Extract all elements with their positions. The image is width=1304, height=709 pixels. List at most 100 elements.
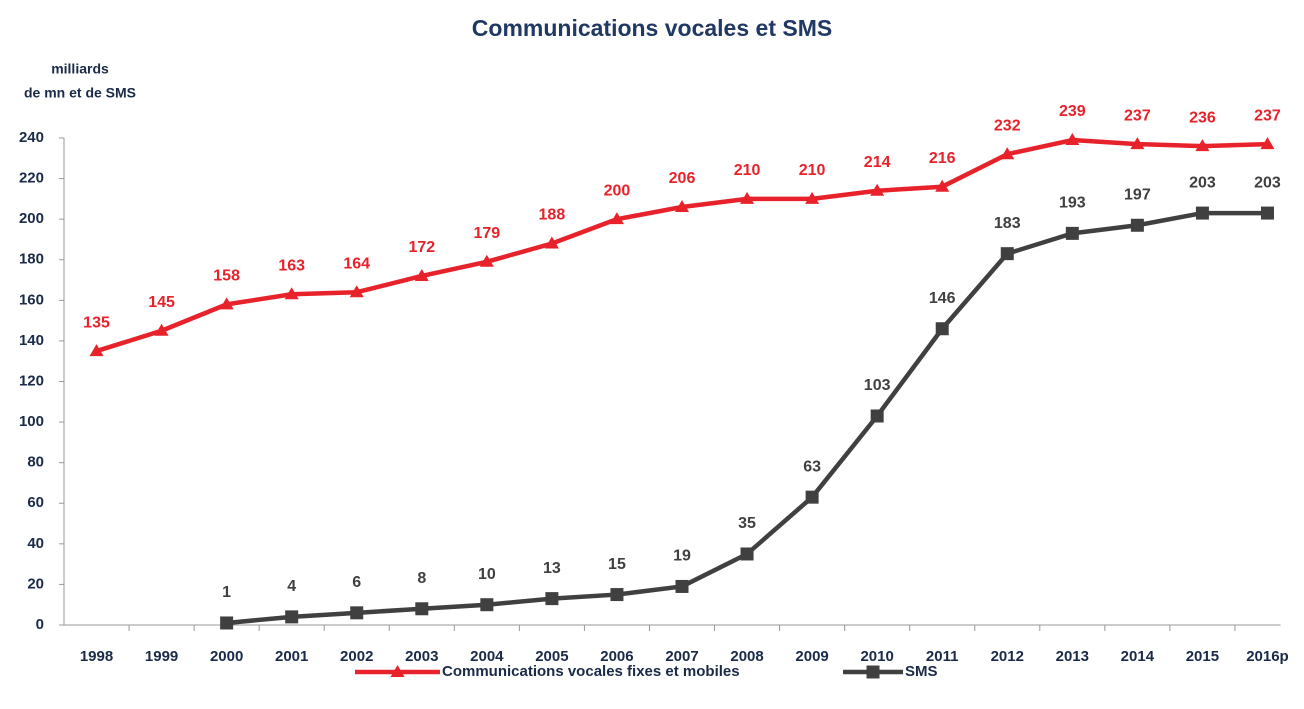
data-label: 6 xyxy=(352,574,361,591)
data-point xyxy=(675,199,689,212)
y-axis-label: de mn et de SMS xyxy=(24,85,136,101)
x-tick-label: 2014 xyxy=(1121,648,1155,665)
data-point xyxy=(284,287,299,300)
data-label: 210 xyxy=(734,162,761,179)
x-tick-label: 2000 xyxy=(210,648,243,665)
data-label: 63 xyxy=(803,458,821,475)
data-label: 210 xyxy=(799,162,826,179)
data-point xyxy=(870,409,884,423)
legend-marker xyxy=(866,665,880,679)
data-point xyxy=(1000,147,1015,160)
data-point xyxy=(870,183,885,196)
data-label: 15 xyxy=(608,556,626,573)
data-label: 13 xyxy=(543,560,561,577)
data-point xyxy=(1000,247,1014,261)
data-label: 183 xyxy=(994,215,1021,232)
y-tick-label: 20 xyxy=(27,575,44,592)
data-point xyxy=(479,254,494,267)
data-label: 164 xyxy=(343,255,370,272)
data-point xyxy=(610,588,624,602)
data-point xyxy=(544,236,559,249)
data-label: 10 xyxy=(478,566,496,583)
data-point xyxy=(1195,206,1209,220)
data-point xyxy=(675,579,689,593)
data-point xyxy=(1065,133,1080,146)
y-tick-label: 240 xyxy=(19,129,44,146)
data-label: 179 xyxy=(473,225,500,242)
data-point xyxy=(1130,218,1144,232)
data-point xyxy=(805,490,819,504)
legend-marker xyxy=(390,665,405,677)
x-tick-label: 1998 xyxy=(80,648,113,665)
data-point xyxy=(1260,137,1275,150)
data-label: 203 xyxy=(1254,174,1281,191)
data-point xyxy=(1130,137,1145,150)
data-label: 236 xyxy=(1189,109,1216,126)
data-label: 193 xyxy=(1059,195,1086,212)
x-tick-label: 2016p xyxy=(1246,648,1289,665)
data-point xyxy=(89,344,104,357)
y-tick-label: 120 xyxy=(19,372,44,389)
data-point xyxy=(740,547,754,561)
data-point xyxy=(1065,226,1079,240)
data-point xyxy=(545,592,559,606)
series-line xyxy=(226,210,1268,626)
data-label: 19 xyxy=(673,548,691,565)
data-point xyxy=(480,598,494,612)
data-label: 135 xyxy=(83,314,110,331)
y-tick-label: 100 xyxy=(19,413,44,430)
x-tick-label: 2002 xyxy=(340,648,373,665)
data-label: 35 xyxy=(738,515,756,532)
data-point xyxy=(935,179,950,192)
data-point xyxy=(609,212,624,225)
data-label: 237 xyxy=(1124,107,1151,124)
data-label: 203 xyxy=(1189,174,1216,191)
legend-label: SMS xyxy=(905,663,938,680)
y-tick-label: 160 xyxy=(19,291,44,308)
x-tick-label: 1999 xyxy=(145,648,178,665)
data-point xyxy=(1195,139,1210,152)
y-tick-label: 200 xyxy=(19,210,44,227)
x-tick-label: 2009 xyxy=(795,648,828,665)
data-point xyxy=(740,191,755,204)
chart-title: Communications vocales et SMS xyxy=(472,15,832,41)
x-tick-label: 2003 xyxy=(405,648,438,665)
y-tick-label: 180 xyxy=(19,251,44,268)
data-label: 216 xyxy=(929,150,956,167)
data-point xyxy=(219,297,234,310)
x-tick-label: 2011 xyxy=(926,648,959,665)
data-point xyxy=(1260,206,1274,220)
data-point xyxy=(349,285,364,298)
y-tick-label: 80 xyxy=(27,454,44,471)
x-tick-label: 2010 xyxy=(860,648,893,665)
y-tick-label: 40 xyxy=(27,535,44,552)
x-tick-label: 2007 xyxy=(665,648,698,665)
data-label: 214 xyxy=(864,154,891,171)
data-point xyxy=(805,191,820,204)
data-label: 172 xyxy=(408,239,435,256)
data-point xyxy=(415,602,429,616)
data-point xyxy=(285,610,299,624)
x-tick-label: 2015 xyxy=(1186,648,1219,665)
data-label: 206 xyxy=(669,170,696,187)
data-label: 4 xyxy=(287,578,296,595)
data-label: 197 xyxy=(1124,186,1151,203)
data-label: 200 xyxy=(604,182,631,199)
data-label: 163 xyxy=(278,257,305,274)
y-axis-label: milliards xyxy=(51,61,109,77)
legend-label: Communications vocales fixes et mobiles xyxy=(442,663,740,680)
y-tick-label: 220 xyxy=(19,170,44,187)
data-label: 237 xyxy=(1254,107,1281,124)
data-label: 188 xyxy=(539,207,566,224)
data-label: 158 xyxy=(213,268,240,285)
data-point xyxy=(935,322,949,336)
data-label: 146 xyxy=(929,290,956,307)
data-label: 8 xyxy=(417,570,426,587)
data-point xyxy=(154,323,169,336)
x-tick-label: 2001 xyxy=(275,648,308,665)
data-point xyxy=(220,616,234,630)
data-label: 232 xyxy=(994,117,1021,134)
data-label: 1 xyxy=(222,584,231,601)
y-tick-label: 140 xyxy=(19,332,44,349)
